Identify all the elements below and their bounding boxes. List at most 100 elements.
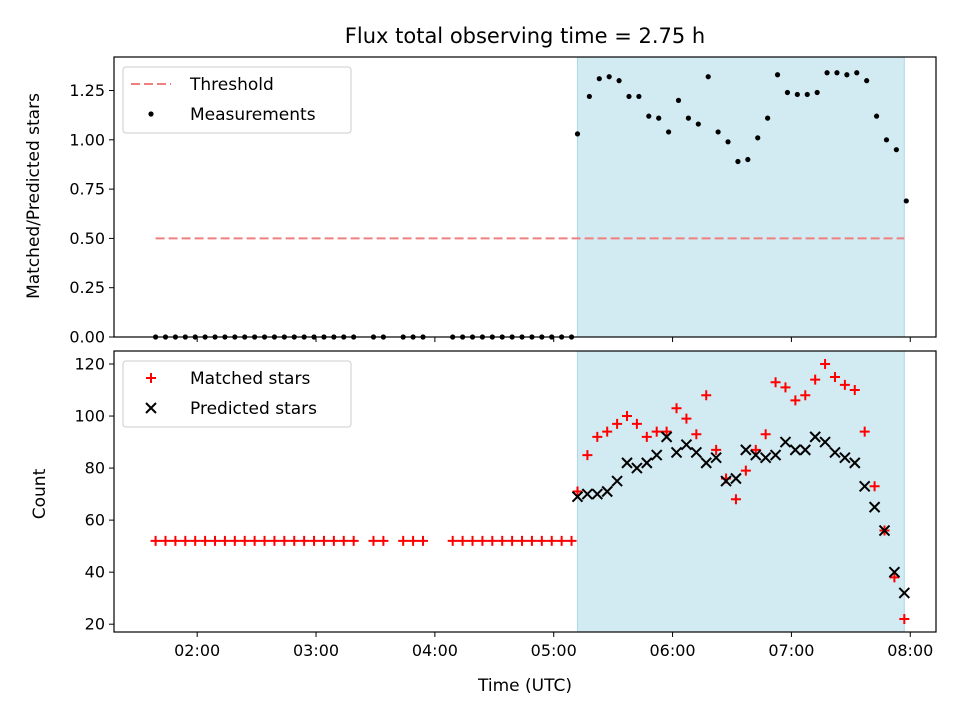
matched-stars-point bbox=[368, 535, 379, 546]
matched-stars-point bbox=[447, 535, 458, 546]
predicted-stars-point bbox=[710, 451, 722, 464]
bottom-plot-marks bbox=[150, 359, 911, 624]
predicted-stars-point bbox=[700, 457, 712, 469]
measurement-point bbox=[854, 70, 860, 76]
bottom-x-ticks: 02:00 03:00 04:00 05:00 06:00 07:00 08:00 bbox=[174, 632, 933, 660]
matched-stars-point bbox=[338, 535, 349, 546]
matched-stars-point bbox=[800, 390, 811, 401]
measurement-point bbox=[765, 115, 771, 121]
predicted-stars-point bbox=[759, 451, 772, 464]
legend-label: Matched stars bbox=[190, 369, 310, 389]
x-axis-label: Time (UTC) bbox=[477, 676, 572, 696]
matched-stars-point bbox=[487, 535, 498, 546]
predicted-stars-point bbox=[720, 475, 732, 487]
matched-stars-point bbox=[309, 535, 320, 546]
predicted-stars-point bbox=[849, 457, 861, 469]
legend-box bbox=[122, 360, 352, 428]
measurement-point bbox=[873, 113, 880, 119]
predicted-stars-point bbox=[581, 488, 594, 500]
measurement-point bbox=[725, 139, 731, 145]
measurement-point bbox=[735, 158, 741, 165]
matched-stars-point bbox=[546, 535, 557, 546]
predicted-stars-point bbox=[829, 446, 841, 459]
measurement-point bbox=[804, 91, 810, 98]
predicted-stars-point bbox=[868, 501, 881, 513]
measurement-point bbox=[626, 93, 632, 100]
matched-stars-point bbox=[170, 535, 181, 546]
matched-stars-point bbox=[592, 431, 603, 442]
legend-label: Measurements bbox=[190, 105, 316, 125]
matched-stars-point bbox=[229, 535, 240, 546]
matched-stars-point bbox=[681, 413, 692, 424]
measurement-point bbox=[596, 76, 602, 82]
predicted-stars-point bbox=[730, 472, 742, 485]
matched-stars-point bbox=[457, 535, 468, 546]
predicted-stars-point bbox=[641, 457, 653, 469]
predicted-stars-point bbox=[819, 436, 831, 448]
top-legend: Threshold Measurements bbox=[122, 66, 352, 134]
y-tick-label: 0.50 bbox=[69, 229, 105, 248]
bottom-panel: 20 40 60 80 100 120 02:00 03:00 04:00 05:00 06:00… bbox=[30, 350, 937, 696]
bottom-y-ticks: 20 40 60 80 100 120 bbox=[74, 355, 114, 634]
x-tick-label: 07:00 bbox=[768, 641, 814, 660]
top-y-axis-label: Matched/Predicted stars bbox=[24, 93, 44, 299]
matched-stars-point bbox=[160, 535, 171, 546]
predicted-stars-point bbox=[740, 444, 752, 456]
x-tick-label: 03:00 bbox=[293, 641, 339, 660]
matched-stars-point bbox=[829, 372, 840, 383]
matched-stars-point bbox=[602, 426, 613, 437]
predicted-stars-point bbox=[878, 524, 891, 537]
predicted-stars-point bbox=[680, 438, 693, 451]
matched-stars-point bbox=[889, 572, 900, 583]
measurement-point bbox=[586, 93, 592, 100]
matched-stars-point bbox=[536, 535, 547, 546]
matched-stars-point bbox=[269, 535, 280, 546]
bottom-panel-frame bbox=[113, 350, 937, 633]
matched-stars-point bbox=[378, 535, 389, 546]
measurement-point bbox=[893, 147, 899, 153]
matched-stars-point bbox=[210, 535, 221, 546]
measurement-point bbox=[705, 74, 711, 80]
matched-stars-point bbox=[820, 359, 831, 370]
legend-label: Predicted stars bbox=[190, 399, 317, 419]
matched-stars-point bbox=[398, 535, 409, 546]
y-tick-label: 120 bbox=[74, 355, 105, 374]
y-tick-label: 40 bbox=[85, 563, 105, 582]
y-tick-label: 100 bbox=[74, 407, 105, 426]
measurement-point bbox=[574, 131, 581, 137]
y-tick-label: 0.25 bbox=[69, 278, 105, 297]
predicted-stars-point bbox=[839, 451, 851, 464]
measurement-point bbox=[814, 89, 820, 96]
measurement-point bbox=[646, 113, 652, 119]
matched-stars-point bbox=[859, 426, 870, 437]
matched-stars-point bbox=[517, 535, 528, 546]
measurement-point bbox=[864, 78, 870, 84]
bottom-legend: Matched stars Predicted stars bbox=[122, 360, 352, 428]
measurement-point bbox=[883, 137, 890, 143]
measurement-point bbox=[774, 72, 781, 78]
y-tick-label: 60 bbox=[85, 511, 105, 530]
predicted-stars-point bbox=[809, 431, 821, 443]
matched-stars-point bbox=[651, 426, 662, 437]
top-shaded-interval bbox=[576, 56, 905, 338]
measurement-point bbox=[824, 70, 830, 76]
predicted-stars-point bbox=[750, 449, 762, 461]
matched-stars-point bbox=[556, 535, 567, 546]
matched-stars-point bbox=[417, 535, 428, 546]
legend-box bbox=[122, 66, 352, 134]
matched-stars-point bbox=[899, 613, 910, 624]
predicted-stars-point bbox=[591, 488, 604, 500]
chart-title: Flux total observing time = 2.75 h bbox=[345, 24, 705, 48]
measurement-point bbox=[666, 129, 672, 135]
measurement-point bbox=[745, 156, 751, 163]
matched-stars-point bbox=[497, 535, 508, 546]
matched-stars-point bbox=[328, 535, 339, 546]
matched-stars-point bbox=[279, 535, 290, 546]
x-tick-label: 08:00 bbox=[887, 641, 933, 660]
matched-stars-point bbox=[810, 374, 821, 385]
legend-predicted-swatch bbox=[145, 402, 157, 414]
matched-stars-point bbox=[200, 535, 211, 546]
predicted-stars-point bbox=[888, 566, 901, 578]
matched-stars-point bbox=[711, 444, 722, 455]
